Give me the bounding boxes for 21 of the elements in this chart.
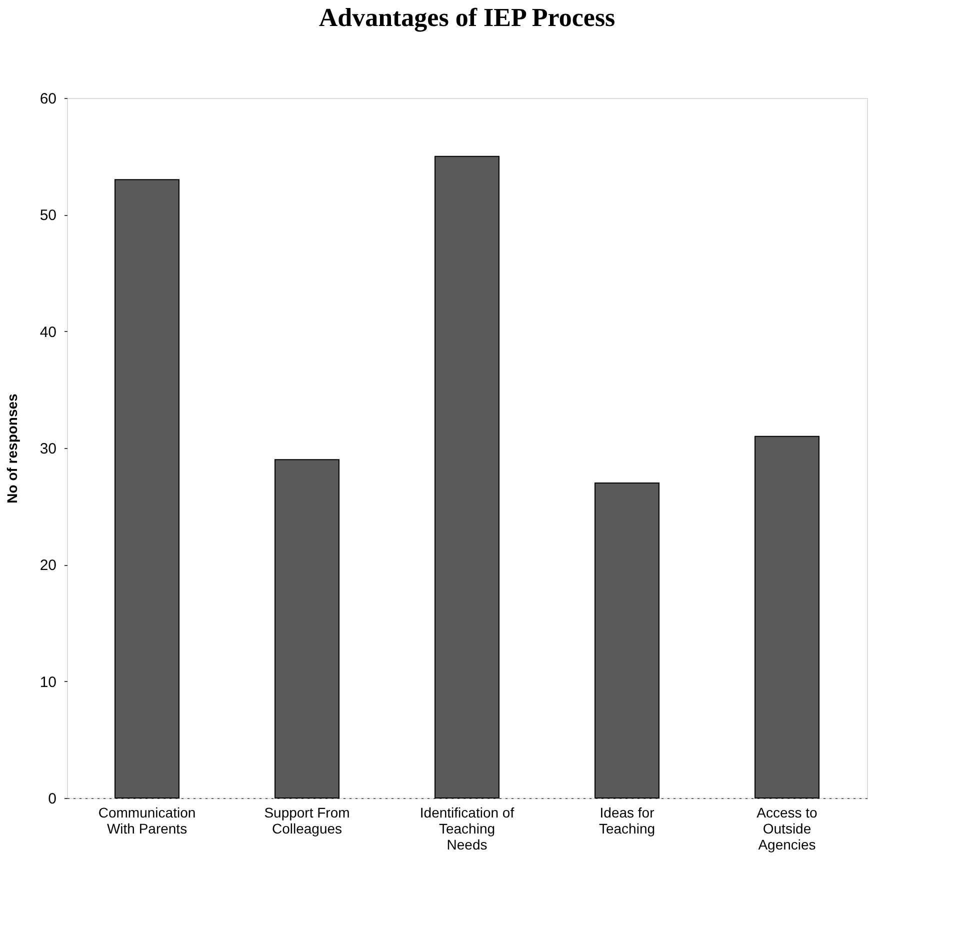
chart-title: Advantages of IEP Process (318, 3, 616, 32)
y-tick-label: 30 (40, 440, 56, 458)
category-label: Access to (756, 804, 818, 820)
y-tick-label: 60 (40, 90, 56, 108)
y-tick-label: 20 (40, 557, 56, 574)
category-label: Teaching (438, 820, 496, 836)
category-label: Communication (98, 804, 196, 820)
category-label: Identification of (420, 804, 514, 820)
y-tick-label: 50 (40, 207, 56, 224)
category-label: Colleagues (272, 820, 342, 836)
category-label: With Parents (106, 820, 188, 836)
category-label: Agencies (758, 836, 816, 852)
y-tick-label: 10 (40, 674, 56, 691)
category-label: Needs (446, 836, 488, 852)
y-tick-label: 0 (48, 790, 56, 808)
category-label: Ideas for (600, 804, 654, 820)
y-tick-label: 40 (40, 324, 56, 341)
category-label: Support From (264, 804, 350, 820)
category-label: Outside (762, 820, 812, 836)
y-axis-title: No of responses (4, 393, 20, 504)
category-label: Teaching (598, 820, 656, 836)
